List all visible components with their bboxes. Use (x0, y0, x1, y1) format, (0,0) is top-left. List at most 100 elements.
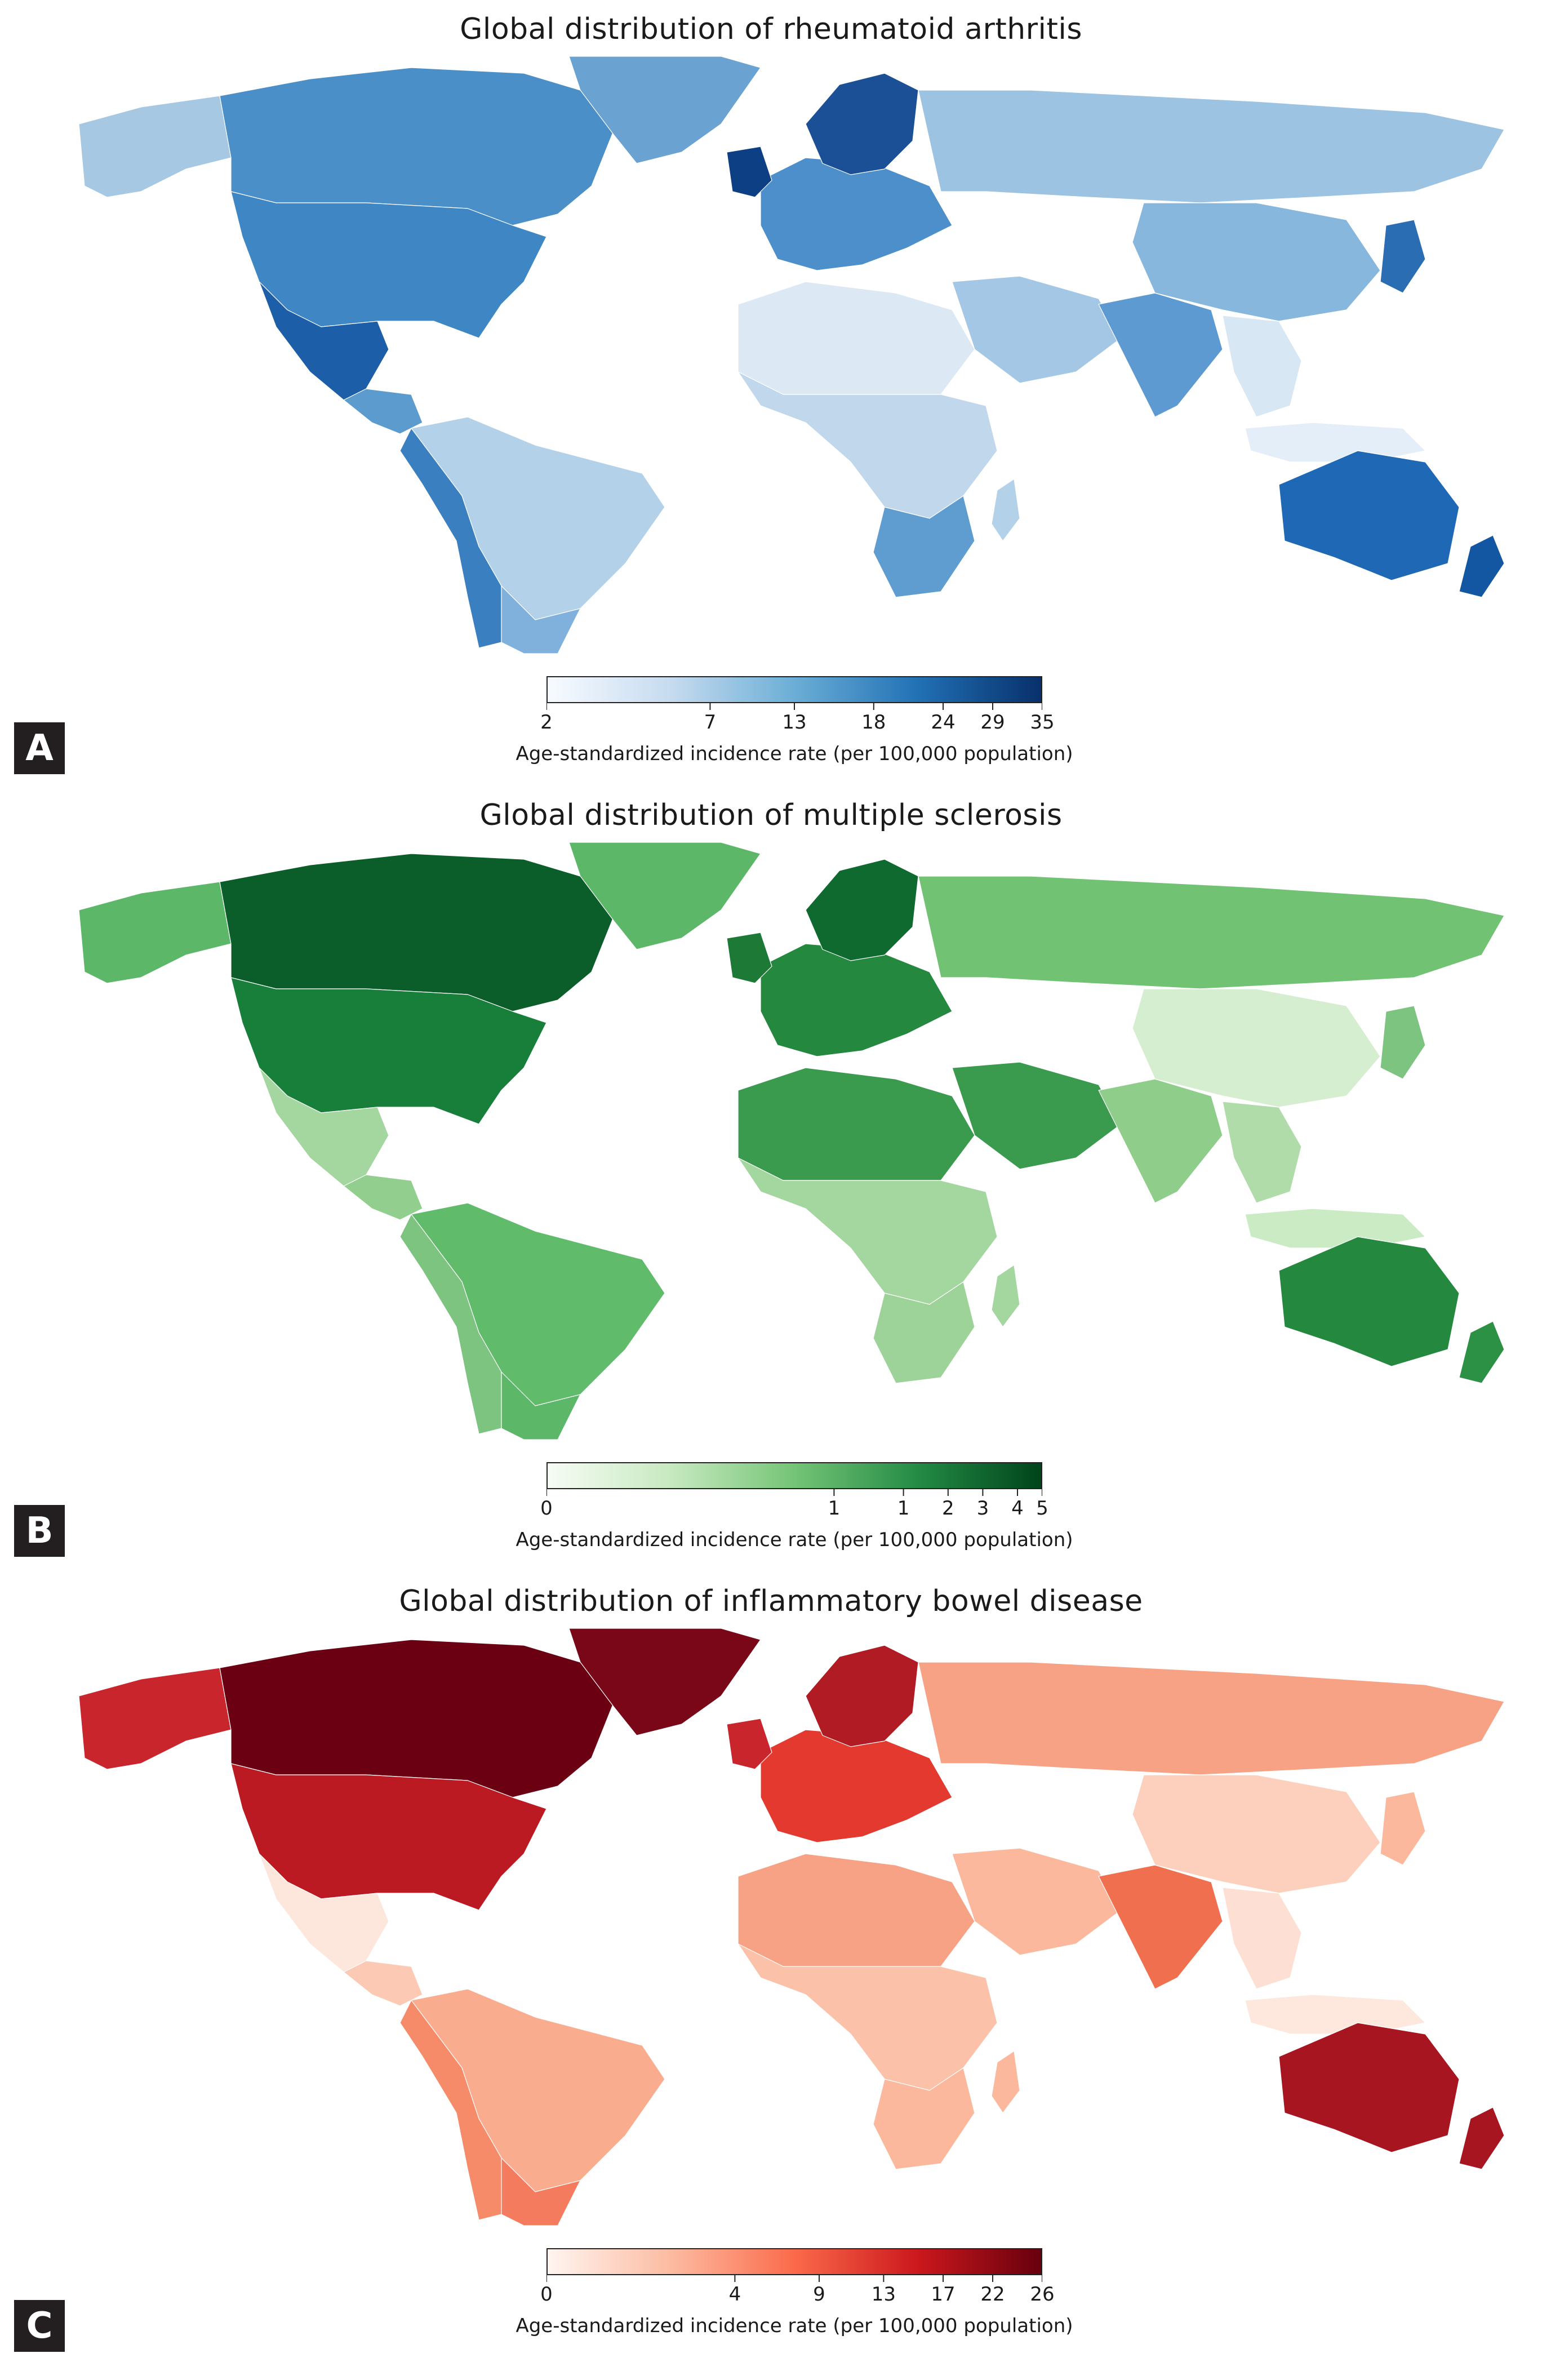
region-alaska (78, 881, 232, 984)
legend-tick-label: 7 (704, 711, 717, 734)
region-madagascar (991, 2050, 1020, 2113)
region-peru-chile (399, 428, 502, 649)
region-scandinavia (805, 1645, 919, 1747)
legend-tick-label: 1 (828, 1497, 841, 1520)
region-china (1132, 202, 1381, 322)
region-new-zealand (1459, 2107, 1505, 2170)
region-australia (1278, 2022, 1460, 2153)
region-mexico (259, 1067, 389, 1187)
region-china (1132, 988, 1381, 1108)
region-russia (918, 1662, 1505, 1775)
region-canada (219, 1639, 615, 1798)
region-scandinavia (805, 859, 919, 961)
world-map (78, 56, 1505, 654)
region-new-zealand (1459, 535, 1505, 598)
region-canada (219, 67, 615, 226)
legend-tick-label: 29 (980, 711, 1005, 734)
region-japan (1380, 1791, 1426, 1866)
legend-caption: Age-standardized incidence rate (per 100… (516, 2315, 1073, 2337)
region-mexico (259, 281, 389, 401)
region-india (1098, 1864, 1223, 1990)
region-north-africa (737, 1067, 975, 1181)
region-russia (918, 90, 1505, 203)
legend-tick-label: 18 (861, 711, 886, 734)
region-india (1098, 1078, 1223, 1204)
region-australia (1278, 450, 1460, 581)
region-southern-africa (873, 1281, 975, 1384)
region-india (1098, 292, 1223, 418)
region-argentina (501, 2157, 581, 2226)
map-title: Global distribution of rheumatoid arthri… (460, 12, 1082, 46)
region-greenland (568, 1628, 761, 1736)
region-mexico (259, 1853, 389, 1973)
region-scandinavia (805, 73, 919, 175)
legend-tick-label: 17 (931, 2283, 956, 2306)
legend-tick-label: 4 (728, 2283, 741, 2306)
region-alaska (78, 95, 232, 198)
legend-gradient (546, 676, 1042, 703)
legend-tick-label: 35 (1030, 711, 1055, 734)
region-europe (760, 943, 953, 1057)
region-europe (760, 157, 953, 271)
region-peru-chile (399, 1214, 502, 1435)
legend-tick-label: 2 (540, 711, 553, 734)
world-map (78, 842, 1505, 1440)
region-argentina (501, 1371, 581, 1440)
legend-gradient (546, 1462, 1042, 1489)
map-title: Global distribution of inflammatory bowe… (399, 1584, 1143, 1618)
legend-caption: Age-standardized incidence rate (per 100… (516, 1529, 1073, 1551)
legend-tick-label: 3 (976, 1497, 989, 1520)
region-southeast-asia (1222, 1101, 1302, 1204)
world-map (78, 1628, 1505, 2226)
region-russia (918, 876, 1505, 989)
panel-letter: A (14, 722, 65, 774)
legend-tick-label: 2 (941, 1497, 954, 1520)
region-southern-africa (873, 495, 975, 598)
region-canada (219, 853, 615, 1012)
region-madagascar (991, 1264, 1020, 1327)
legend-tick-label: 9 (813, 2283, 825, 2306)
legend-tick-label: 0 (540, 1497, 553, 1520)
region-argentina (501, 585, 581, 654)
region-alaska (78, 1667, 232, 1770)
region-middle-east (952, 276, 1122, 384)
map-title: Global distribution of multiple sclerosi… (479, 798, 1063, 832)
region-middle-east (952, 1062, 1122, 1170)
legend-tick-label: 22 (980, 2283, 1005, 2306)
region-southern-africa (873, 2067, 975, 2170)
region-greenland (568, 56, 761, 164)
legend-tick-label: 13 (782, 711, 807, 734)
legend-tick-marks (546, 703, 1042, 710)
region-japan (1380, 219, 1426, 294)
legend-caption: Age-standardized incidence rate (per 100… (516, 743, 1073, 765)
panel-letter: C (14, 2300, 65, 2352)
region-central-america (343, 1174, 423, 1220)
legend-tick-label: 1 (897, 1497, 910, 1520)
panel-letter: B (14, 1505, 65, 1557)
region-japan (1380, 1005, 1426, 1080)
region-north-africa (737, 281, 975, 395)
legend-gradient (546, 2248, 1042, 2275)
region-madagascar (991, 478, 1020, 541)
region-north-africa (737, 1853, 975, 1967)
region-china (1132, 1774, 1381, 1894)
legend-tick-label: 26 (1030, 2283, 1055, 2306)
legend-tick-label: 0 (540, 2283, 553, 2306)
legend-tick-label: 5 (1036, 1497, 1048, 1520)
region-middle-east (952, 1848, 1122, 1956)
legend-tick-marks (546, 2275, 1042, 2282)
region-indonesia (1245, 422, 1426, 463)
region-central-america (343, 388, 423, 434)
region-greenland (568, 842, 761, 950)
region-indonesia (1245, 1208, 1426, 1249)
region-peru-chile (399, 2000, 502, 2221)
region-new-zealand (1459, 1321, 1505, 1384)
region-australia (1278, 1236, 1460, 1367)
legend-tick-label: 24 (931, 711, 956, 734)
legend-tick-marks (546, 1489, 1042, 1496)
region-uk (726, 146, 772, 198)
region-uk (726, 932, 772, 984)
region-southeast-asia (1222, 315, 1302, 418)
region-uk (726, 1718, 772, 1770)
region-southeast-asia (1222, 1887, 1302, 1990)
